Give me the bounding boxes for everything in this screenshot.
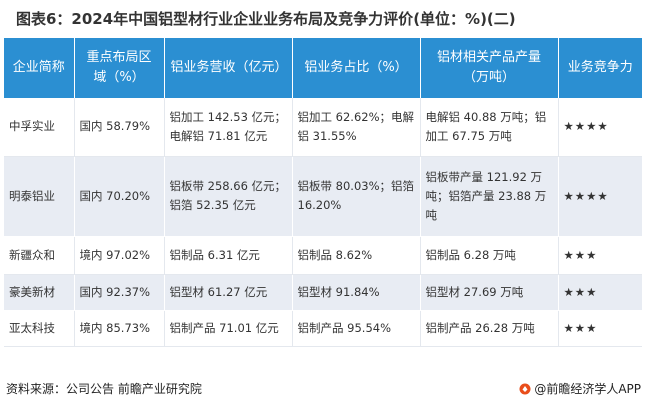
table-row: 亚太科技 境内 85.73% 铝制产品 71.01 亿元 铝制产品 95.54%… xyxy=(4,310,642,347)
table-header-row: 企业简称 重点布局区域（%） 铝业务营收（亿元） 铝业务占比（%） 铝材相关产品… xyxy=(4,38,642,98)
table-row: 中孚实业 国内 58.79% 铝加工 142.53 亿元；电解铝 71.81 亿… xyxy=(4,98,642,157)
company-name: 亚太科技 xyxy=(4,310,75,347)
region-cell: 国内 92.37% xyxy=(74,274,165,311)
company-name: 明泰铝业 xyxy=(4,156,75,237)
region-cell: 境内 97.02% xyxy=(74,236,165,275)
header-output: 铝材相关产品产量（万吨） xyxy=(420,38,559,98)
header-share: 铝业务占比（%） xyxy=(292,38,421,98)
source-note: 资料来源：公司公告 前瞻产业研究院 xyxy=(6,382,202,396)
brand-credit: @前瞻经济学人APP xyxy=(519,380,641,397)
output-cell: 铝型材 27.69 万吨 xyxy=(420,274,559,311)
rating-stars: ★★★★ xyxy=(558,156,642,237)
header-rating: 业务竞争力 xyxy=(558,38,642,98)
table-row: 明泰铝业 国内 70.20% 铝板带 258.66 亿元；铝箔 52.35 亿元… xyxy=(4,156,642,237)
region-cell: 国内 58.79% xyxy=(74,98,165,157)
output-cell: 电解铝 40.88 万吨；铝加工 67.75 万吨 xyxy=(420,98,559,157)
header-region: 重点布局区域（%） xyxy=(74,38,165,98)
chart-title: 图表6：2024年中国铝型材行业企业业务布局及竞争力评价(单位：%)(二) xyxy=(16,10,516,28)
share-cell: 铝制产品 95.54% xyxy=(292,310,421,347)
share-cell: 铝加工 62.62%；电解铝 31.55% xyxy=(292,98,421,157)
qianzhan-logo-icon xyxy=(519,383,531,395)
share-cell: 铝制品 8.62% xyxy=(292,236,421,275)
share-cell: 铝型材 91.84% xyxy=(292,274,421,311)
brand-text: @前瞻经济学人APP xyxy=(534,382,641,396)
company-name: 豪美新材 xyxy=(4,274,75,311)
region-cell: 境内 85.73% xyxy=(74,310,165,347)
company-name: 中孚实业 xyxy=(4,98,75,157)
rating-stars: ★★★ xyxy=(558,310,642,347)
table-row: 豪美新材 国内 92.37% 铝型材 61.27 亿元 铝型材 91.84% 铝… xyxy=(4,274,642,311)
rating-stars: ★★★★ xyxy=(558,98,642,157)
header-revenue: 铝业务营收（亿元） xyxy=(164,38,293,98)
revenue-cell: 铝制品 6.31 亿元 xyxy=(164,236,293,275)
region-cell: 国内 70.20% xyxy=(74,156,165,237)
share-cell: 铝板带 80.03%；铝箔 16.20% xyxy=(292,156,421,237)
output-cell: 铝制品 6.28 万吨 xyxy=(420,236,559,275)
revenue-cell: 铝型材 61.27 亿元 xyxy=(164,274,293,311)
footer: 资料来源：公司公告 前瞻产业研究院 @前瞻经济学人APP xyxy=(6,380,641,400)
business-layout-table: 企业简称 重点布局区域（%） 铝业务营收（亿元） 铝业务占比（%） 铝材相关产品… xyxy=(4,38,642,347)
table-row: 新疆众和 境内 97.02% 铝制品 6.31 亿元 铝制品 8.62% 铝制品… xyxy=(4,236,642,275)
company-name: 新疆众和 xyxy=(4,236,75,275)
revenue-cell: 铝加工 142.53 亿元；电解铝 71.81 亿元 xyxy=(164,98,293,157)
rating-stars: ★★★ xyxy=(558,236,642,275)
output-cell: 铝制产品 26.28 万吨 xyxy=(420,310,559,347)
revenue-cell: 铝制产品 71.01 亿元 xyxy=(164,310,293,347)
header-company: 企业简称 xyxy=(4,38,75,98)
output-cell: 铝板带产量 121.92 万吨；铝箔产量 23.88 万吨 xyxy=(420,156,559,237)
rating-stars: ★★★ xyxy=(558,274,642,311)
revenue-cell: 铝板带 258.66 亿元；铝箔 52.35 亿元 xyxy=(164,156,293,237)
